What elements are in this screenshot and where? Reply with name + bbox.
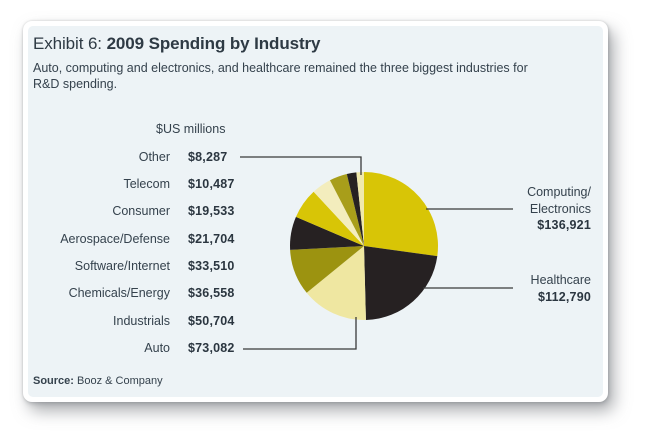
industry-value: $36,558 bbox=[188, 286, 235, 301]
industry-value: $21,704 bbox=[188, 231, 235, 246]
industry-list: Other $8,287 Telecom $10,487 Consumer $19,533… bbox=[28, 143, 268, 362]
source-label: Source: bbox=[33, 375, 74, 387]
pie-slice-software-internet bbox=[295, 191, 364, 246]
industry-row: Telecom $10,487 bbox=[28, 170, 268, 197]
industry-row: Chemicals/Energy $36,558 bbox=[28, 280, 268, 307]
chart-subtitle: Auto, computing and electronics, and hea… bbox=[33, 60, 528, 92]
industry-value: $10,487 bbox=[188, 177, 235, 192]
industry-row: Software/Internet $33,510 bbox=[28, 252, 268, 279]
pie-slice-consumer bbox=[329, 174, 364, 246]
industry-label: Other bbox=[138, 149, 170, 164]
industry-label: Consumer bbox=[112, 204, 170, 219]
callout-label-line: Computing/ bbox=[527, 185, 591, 199]
pie-chart bbox=[240, 156, 513, 350]
pie-slice-other bbox=[356, 172, 364, 246]
industry-label: Aerospace/Defense bbox=[60, 231, 170, 246]
industry-label: Telecom bbox=[123, 177, 170, 192]
pie-slice-industrials bbox=[290, 246, 364, 293]
subtitle-line-1: Auto, computing and electronics, and hea… bbox=[33, 61, 528, 75]
pie-slice-telecom bbox=[346, 172, 364, 246]
callout-label-line: Electronics bbox=[529, 201, 591, 216]
source-text: Booz & Company bbox=[77, 375, 163, 387]
industry-value: $73,082 bbox=[188, 341, 235, 356]
connector-other bbox=[240, 156, 362, 175]
callout-label-line: Healthcare bbox=[530, 273, 591, 287]
pie-slice-aerospace-defense bbox=[313, 180, 364, 246]
industry-value: $19,533 bbox=[188, 204, 235, 219]
industry-value: $8,287 bbox=[188, 149, 228, 164]
industry-row: Industrials $50,704 bbox=[28, 307, 268, 334]
pie-slice-computing-electronics bbox=[364, 172, 438, 257]
exhibit-card: Exhibit 6: 2009 Spending by Industry Aut… bbox=[23, 21, 608, 402]
callout-value: $136,921 bbox=[537, 218, 591, 232]
industry-label: Industrials bbox=[113, 313, 170, 328]
chart-title: 2009 Spending by Industry bbox=[106, 34, 321, 53]
industry-value: $33,510 bbox=[188, 259, 235, 274]
callout-healthcare: Healthcare $112,790 bbox=[531, 272, 591, 305]
industry-row: Aerospace/Defense $21,704 bbox=[28, 225, 268, 252]
exhibit-label: Exhibit 6: bbox=[33, 34, 102, 53]
callout-computing-electronics: Computing/ Electronics $136,921 bbox=[527, 184, 591, 234]
pie-slice-chemicals-energy bbox=[290, 216, 364, 250]
source-line: Source: Booz & Company bbox=[33, 375, 163, 387]
industry-row: Other $8,287 bbox=[28, 143, 268, 170]
industry-label: Chemicals/Energy bbox=[68, 286, 170, 301]
connector-auto bbox=[243, 317, 357, 350]
industry-row: Auto $73,082 bbox=[28, 334, 268, 361]
page-title: Exhibit 6: 2009 Spending by Industry bbox=[33, 34, 320, 54]
industry-label: Auto bbox=[144, 341, 170, 356]
industry-row: Consumer $19,533 bbox=[28, 198, 268, 225]
industry-label: Software/Internet bbox=[74, 259, 170, 274]
chart-panel: Exhibit 6: 2009 Spending by Industry Aut… bbox=[28, 26, 603, 397]
pie-slice-healthcare bbox=[364, 246, 438, 320]
units-label: $US millions bbox=[156, 122, 226, 136]
callout-value: $112,790 bbox=[537, 289, 591, 304]
industry-value: $50,704 bbox=[188, 313, 235, 328]
subtitle-line-2: R&D spending. bbox=[33, 77, 118, 91]
pie-slice-auto bbox=[306, 246, 366, 321]
